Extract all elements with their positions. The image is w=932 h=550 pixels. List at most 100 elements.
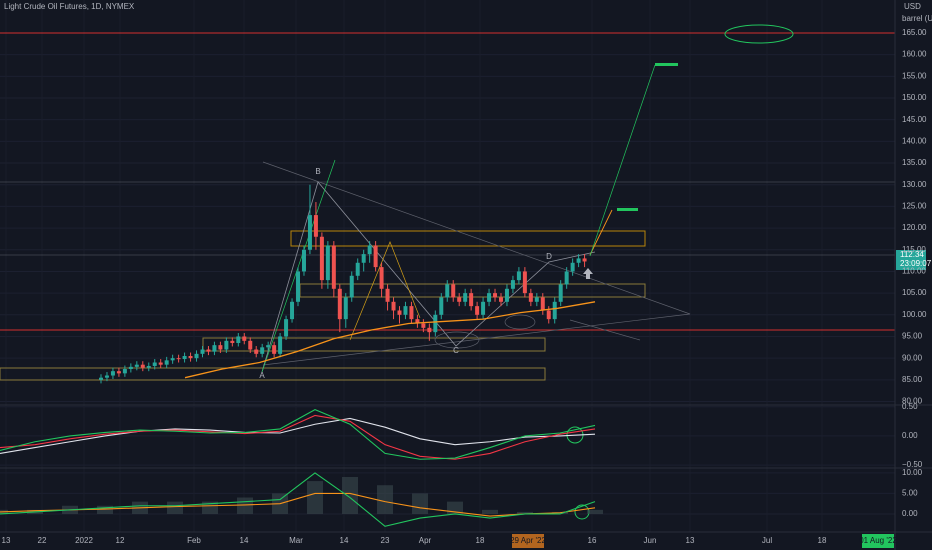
candle-body xyxy=(481,301,486,315)
candle-body xyxy=(391,301,396,311)
candle-body xyxy=(463,293,468,302)
candle-body xyxy=(272,345,277,354)
candle-body xyxy=(379,267,384,289)
candle-body xyxy=(582,258,587,262)
chart-title: Light Crude Oil Futures, 1D, NYMEX xyxy=(4,2,135,11)
candle-body xyxy=(134,364,139,367)
drawings xyxy=(0,24,895,520)
x-tick-label: 13 xyxy=(686,536,695,545)
histogram-bar xyxy=(587,509,603,514)
target-mark xyxy=(655,63,678,66)
candle-body xyxy=(361,254,366,263)
candle-body xyxy=(116,371,121,374)
candle-body xyxy=(194,353,199,359)
candle-body xyxy=(475,306,480,315)
y-tick-label: 145.00 xyxy=(902,115,927,124)
candle-body xyxy=(433,314,438,333)
x-tick-label: 2022 xyxy=(75,536,93,545)
histogram-bar xyxy=(167,501,183,514)
target-ellipse xyxy=(724,24,794,44)
histogram-bar xyxy=(517,511,533,514)
wave-arrow xyxy=(261,159,336,373)
end-date: 01 Aug '22 xyxy=(859,536,897,545)
candle-body xyxy=(540,297,545,311)
candle-body xyxy=(403,306,408,315)
x-tick-label: Mar xyxy=(289,536,303,545)
x-tick-label: 14 xyxy=(240,536,249,545)
candle-body xyxy=(260,347,265,354)
y-tick-label: 120.00 xyxy=(902,223,927,232)
x-tick-label: 16 xyxy=(588,536,597,545)
candle-body xyxy=(427,327,432,333)
target-mark xyxy=(617,208,638,211)
candle-body xyxy=(140,364,145,368)
histogram-bar xyxy=(377,485,393,514)
ellipse xyxy=(434,331,480,349)
zone-box xyxy=(0,367,546,381)
candle-body xyxy=(170,358,175,361)
oscillator-line xyxy=(0,409,596,460)
candle-body xyxy=(104,375,109,378)
ellipse xyxy=(504,314,536,330)
candle-body xyxy=(498,297,503,302)
wave-label: C xyxy=(453,346,459,355)
candle-body xyxy=(564,271,569,285)
x-tick-label: 18 xyxy=(476,536,485,545)
x-tick-label: 13 xyxy=(2,536,11,545)
x-tick-label: 14 xyxy=(340,536,349,545)
candle-body xyxy=(110,371,115,376)
candle-body xyxy=(397,310,402,315)
candle-body xyxy=(206,349,211,352)
wave-label: A xyxy=(259,371,265,380)
candle-body xyxy=(242,336,247,341)
triangle xyxy=(262,161,691,366)
y-tick-label: 140.00 xyxy=(902,136,927,145)
candle-body xyxy=(439,297,444,315)
candle-body xyxy=(349,275,354,298)
candle-body xyxy=(445,284,450,298)
candle-body xyxy=(528,293,533,302)
candle-body xyxy=(367,245,372,255)
x-tick-label: 23 xyxy=(381,536,390,545)
candle-body xyxy=(487,293,492,302)
histogram-bar xyxy=(482,509,498,514)
candle-body xyxy=(558,284,563,302)
candle-body xyxy=(164,360,169,365)
histogram-bar xyxy=(307,481,323,514)
wave-label: D xyxy=(546,252,552,261)
candle-body xyxy=(230,340,235,343)
candle-body xyxy=(200,349,205,354)
candle-body xyxy=(510,280,515,289)
oscillator-line xyxy=(0,414,596,460)
candle-body xyxy=(576,258,581,263)
y-tick-label: 100.00 xyxy=(902,310,927,319)
candle-body xyxy=(254,349,259,354)
candle-body xyxy=(224,340,229,350)
price-badge-bg xyxy=(896,250,926,270)
macd-line xyxy=(0,492,596,517)
candle-body xyxy=(493,293,498,298)
candle-body xyxy=(552,301,557,320)
candle-body xyxy=(385,288,390,302)
wave-lines xyxy=(349,241,421,341)
candle-body xyxy=(331,245,336,289)
arrow-icon xyxy=(583,268,593,279)
y-tick-label: 135.00 xyxy=(902,158,927,167)
projection-arrow xyxy=(589,209,613,256)
candle-body xyxy=(355,262,360,276)
x-tick-label: 12 xyxy=(116,536,125,545)
histogram-bar xyxy=(412,493,428,514)
candle-body xyxy=(146,365,151,368)
crosshair-date: 29 Apr '22 xyxy=(510,536,546,545)
unit: barrel (US) xyxy=(902,14,932,23)
y-tick-label: 0.00 xyxy=(902,509,918,518)
candle-body xyxy=(516,271,521,281)
candle-body xyxy=(570,262,575,272)
candle-body xyxy=(409,306,414,320)
candle-body xyxy=(504,288,509,302)
y-tick-label: 10.00 xyxy=(902,468,923,477)
y-tick-label: 115.00 xyxy=(902,245,926,254)
candle-body xyxy=(307,215,312,250)
y-tick-label: 5.00 xyxy=(902,489,918,498)
currency: USD xyxy=(904,2,921,11)
